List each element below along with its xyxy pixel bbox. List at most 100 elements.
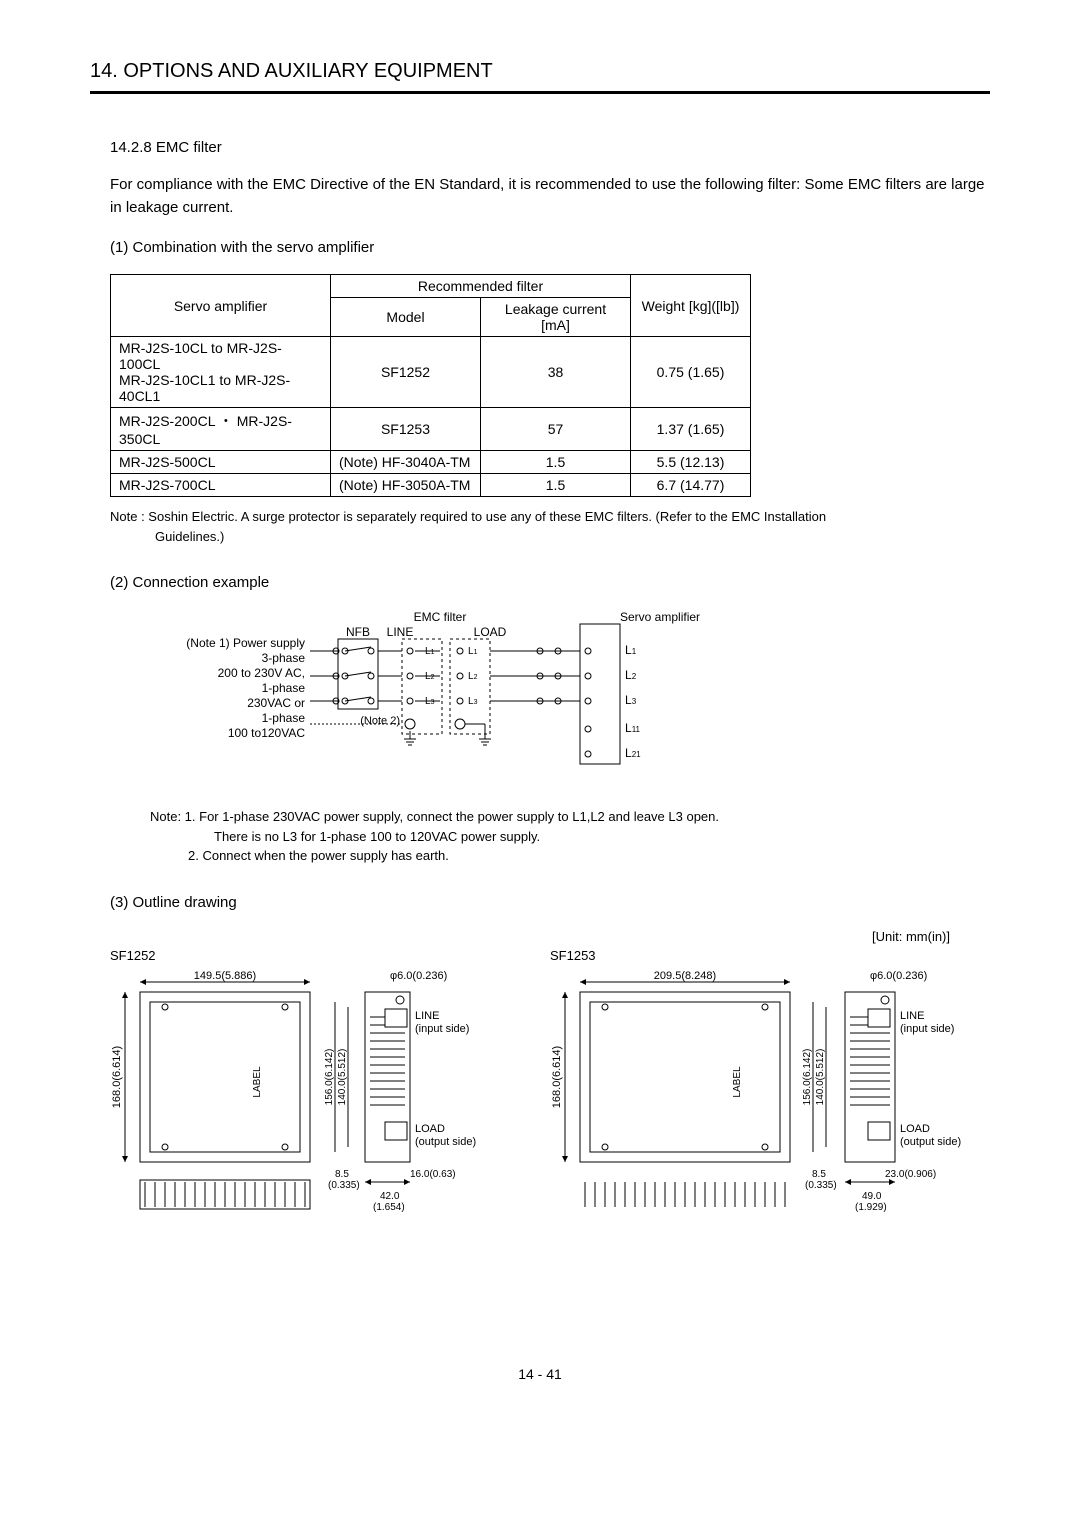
l3-in: L3	[425, 696, 435, 707]
td: (Note) HF-3050A-TM	[331, 474, 481, 497]
td: SF1252	[331, 337, 481, 408]
front-rect-inner	[150, 1002, 300, 1152]
table-row: MR-J2S-200CL ・ MR-J2S-350CL SF1253 57 1.…	[111, 408, 751, 451]
servo-l11: L11	[625, 721, 641, 735]
conn-note-2: 2. Connect when the power supply has ear…	[150, 846, 990, 866]
subsection-name: EMC filter	[156, 139, 222, 156]
line-label: LINE	[900, 1010, 924, 1022]
td: 5.5 (12.13)	[631, 451, 751, 474]
td: 38	[481, 337, 631, 408]
label-text: LABEL	[252, 1065, 263, 1097]
th-weight: Weight [kg]([lb])	[631, 275, 751, 337]
page-number: 14 - 41	[90, 1366, 990, 1382]
l1-out: L1	[468, 646, 478, 657]
outline-b-name: SF1253	[550, 948, 990, 963]
td: MR-J2S-200CL ・ MR-J2S-350CL	[111, 408, 331, 451]
conn-note-1: Note: 1. For 1-phase 230VAC power supply…	[150, 807, 990, 827]
dim-inh2: 140.0(5.512)	[815, 1048, 826, 1105]
subsection-title: 14.2.8 EMC filter	[110, 139, 990, 156]
filter-table: Servo amplifier Recommended filter Weigh…	[110, 274, 751, 497]
line-side: (input side)	[900, 1023, 954, 1035]
dim-h: 168.0(6.614)	[551, 1045, 563, 1107]
dim-d3b: (1.654)	[373, 1202, 405, 1213]
dim-d3: 42.0	[380, 1191, 400, 1202]
dim-d3b: (1.929)	[855, 1202, 887, 1213]
servo-l3: L3	[625, 693, 637, 707]
dim-d1b: (0.335)	[805, 1180, 837, 1191]
dim-w: 149.5(5.886)	[194, 970, 256, 982]
td: MR-J2S-10CL to MR-J2S-100CL MR-J2S-10CL1…	[111, 337, 331, 408]
label-range2: 100 to120VAC	[228, 726, 306, 740]
outline-sf1252: SF1252 149.5(5.886) φ6.0(0.236) LABEL 16…	[110, 948, 530, 1231]
td: 1.5	[481, 451, 631, 474]
load-side: (output side)	[415, 1136, 476, 1148]
front-rect	[140, 992, 310, 1162]
dim-d1b: (0.335)	[328, 1180, 360, 1191]
td: 1.5	[481, 474, 631, 497]
fins	[850, 1017, 890, 1105]
fins	[370, 1017, 405, 1105]
label-nfb: NFB	[346, 625, 370, 639]
note-line2: Guidelines.)	[110, 527, 990, 547]
connection-diagram: EMC filter Servo amplifier (Note 1) Powe…	[140, 609, 990, 793]
label-emc: EMC filter	[414, 610, 467, 624]
dim-d1: 8.5	[335, 1169, 349, 1180]
td: MR-J2S-700CL	[111, 474, 331, 497]
l3-out: L3	[468, 696, 478, 707]
th-leak: Leakage current [mA]	[481, 298, 631, 337]
th-model: Model	[331, 298, 481, 337]
outline-a-name: SF1252	[110, 948, 530, 963]
td: 57	[481, 408, 631, 451]
mount-hole-icon	[881, 996, 889, 1004]
dim-hole: φ6.0(0.236)	[390, 970, 447, 982]
line-label: LINE	[415, 1010, 439, 1022]
bottom-fins	[585, 1182, 785, 1207]
dim-d2: 16.0(0.63)	[410, 1169, 456, 1180]
label-line: LINE	[387, 625, 414, 639]
label-load: LOAD	[474, 625, 507, 639]
l1-in: L1	[425, 646, 435, 657]
td: 1.37 (1.65)	[631, 408, 751, 451]
dim-d3: 49.0	[862, 1191, 882, 1202]
front-rect-inner	[590, 1002, 780, 1152]
table-row: MR-J2S-10CL to MR-J2S-100CL MR-J2S-10CL1…	[111, 337, 751, 408]
table-row: MR-J2S-500CL (Note) HF-3040A-TM 1.5 5.5 …	[111, 451, 751, 474]
line-side: (input side)	[415, 1023, 469, 1035]
label-text: LABEL	[732, 1065, 743, 1097]
l2-out: L2	[468, 671, 478, 682]
mount-hole-icon	[396, 996, 404, 1004]
label-servoamp: Servo amplifier	[620, 610, 700, 624]
dim-hole: φ6.0(0.236)	[870, 970, 927, 982]
dim-d2: 23.0(0.906)	[885, 1169, 936, 1180]
td: 6.7 (14.77)	[631, 474, 751, 497]
td: (Note) HF-3040A-TM	[331, 451, 481, 474]
dim-d1: 8.5	[812, 1169, 826, 1180]
servo-l1: L1	[625, 643, 637, 657]
dim-h: 168.0(6.614)	[111, 1045, 123, 1107]
table-row: Servo amplifier Recommended filter Weigh…	[111, 275, 751, 298]
dim-w: 209.5(8.248)	[654, 970, 716, 982]
note-line1: Note : Soshin Electric. A surge protecto…	[110, 507, 990, 527]
th-rec: Recommended filter	[331, 275, 631, 298]
servo-l2: L2	[625, 668, 637, 682]
sub2-title: (2) Connection example	[110, 574, 990, 591]
sub3-title: (3) Outline drawing	[110, 894, 990, 911]
servo-box	[580, 624, 620, 764]
td: SF1253	[331, 408, 481, 451]
td: MR-J2S-500CL	[111, 451, 331, 474]
intro-text: For compliance with the EMC Directive of…	[110, 174, 990, 219]
table-row: MR-J2S-700CL (Note) HF-3050A-TM 1.5 6.7 …	[111, 474, 751, 497]
outline-drawings: SF1252 149.5(5.886) φ6.0(0.236) LABEL 16…	[110, 948, 990, 1231]
load-side: (output side)	[900, 1136, 961, 1148]
page-header-title: 14. OPTIONS AND AUXILIARY EQUIPMENT	[90, 60, 990, 83]
label-power: (Note 1) Power supply	[186, 636, 305, 650]
label-230vac: 230VAC or	[247, 696, 305, 710]
load-label: LOAD	[415, 1123, 445, 1135]
table-note: Note : Soshin Electric. A surge protecto…	[110, 507, 990, 546]
load-label: LOAD	[900, 1123, 930, 1135]
unit-label: [Unit: mm(in)]	[90, 929, 950, 944]
label-3phase: 3-phase	[262, 651, 306, 665]
label-1phase-a: 1-phase	[262, 681, 306, 695]
label-note2: (Note 2)	[360, 715, 400, 727]
outline-sf1253: SF1253 209.5(8.248) φ6.0(0.236) LABEL 16…	[550, 948, 990, 1231]
